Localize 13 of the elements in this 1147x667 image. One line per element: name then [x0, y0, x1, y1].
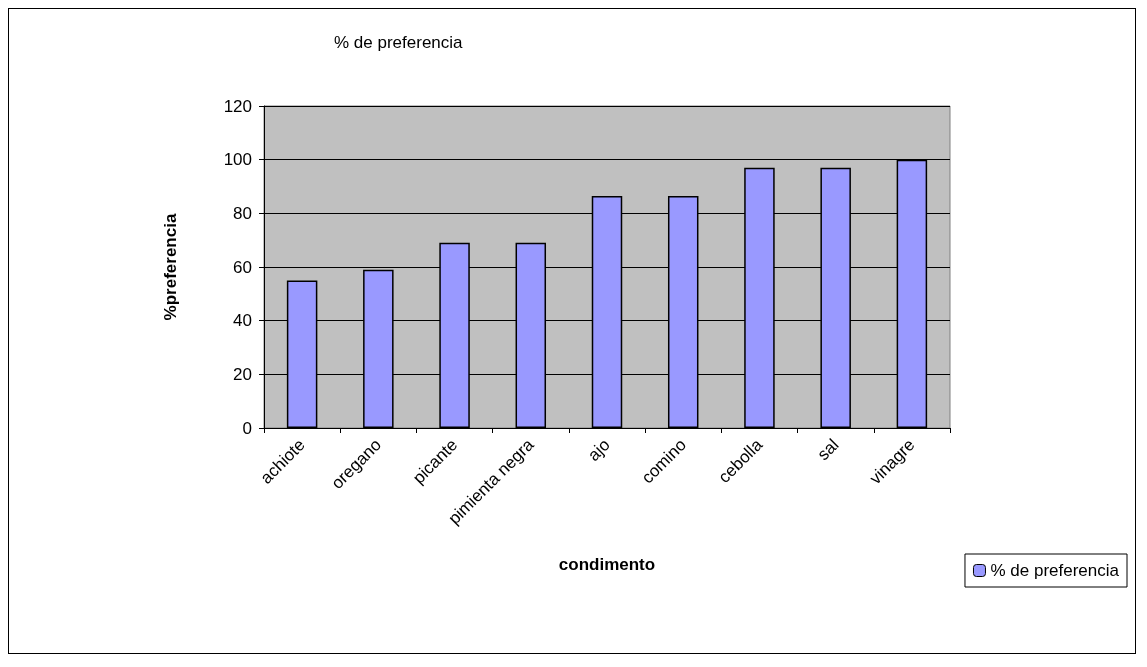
- y-tick-label: 0: [242, 418, 252, 438]
- chart-title: % de preferencia: [334, 33, 464, 52]
- x-tick-label: ajo: [584, 435, 614, 465]
- y-tick-label: 40: [233, 311, 252, 331]
- x-axis-title: condimento: [558, 555, 656, 574]
- y-tick-label: 20: [233, 364, 252, 384]
- y-tick-label: 120: [223, 96, 252, 116]
- y-axis-title: %preferencia: [161, 213, 180, 321]
- y-tick-label: 60: [233, 257, 252, 277]
- legend-label: % de preferencia: [990, 561, 1120, 580]
- y-tick-label: 80: [233, 203, 252, 223]
- x-tick-label: sal: [813, 435, 843, 465]
- y-tick-label: 100: [223, 150, 252, 170]
